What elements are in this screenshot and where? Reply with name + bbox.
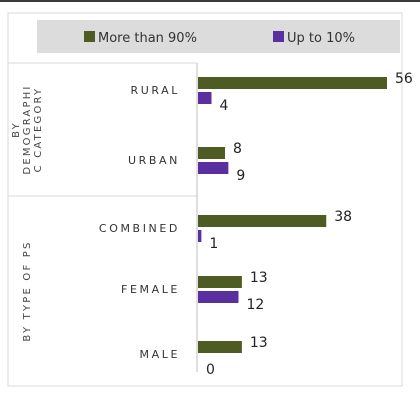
bar-urban-series-1 (198, 147, 225, 159)
legend-swatch-2 (273, 31, 284, 42)
bar-rural-series-2 (198, 92, 212, 104)
legend-label-2: Up to 10% (287, 31, 355, 46)
group-title-2-line-1: BY TYPE OF PS (22, 240, 33, 341)
data-label-rural-series-2: 4 (220, 98, 229, 114)
category-label-combined: COMBINED (99, 222, 180, 235)
legend-swatch-1 (84, 31, 95, 42)
bar-combined-series-1 (198, 215, 327, 227)
bar-rural-series-1 (198, 77, 387, 89)
bar-urban-series-2 (198, 162, 229, 174)
group-title-1-line-3: C CATEGORY (33, 87, 44, 173)
category-label-female: FEMALE (121, 283, 180, 296)
data-label-rural-series-1: 56 (395, 71, 413, 87)
category-label-urban: URBAN (128, 154, 180, 167)
chart-frame (7, 12, 403, 387)
category-label-rural: RURAL (130, 84, 180, 97)
group-title-1-line-2: DEMOGRAPHI (22, 84, 33, 174)
top-rule (0, 0, 420, 2)
group-title-1-line-1: BY (11, 121, 22, 138)
bar-female-series-1 (198, 276, 242, 288)
data-label-urban-series-2: 9 (236, 168, 245, 184)
data-label-combined-series-2: 1 (209, 236, 218, 252)
data-label-male-series-2: 0 (206, 362, 215, 378)
legend-band (37, 20, 400, 53)
data-label-male-series-1: 13 (250, 335, 268, 351)
data-label-female-series-2: 12 (247, 297, 265, 313)
category-label-male: MALE (140, 348, 181, 361)
bar-female-series-2 (198, 291, 239, 303)
bar-combined-series-2 (198, 230, 202, 242)
data-label-urban-series-1: 8 (233, 141, 242, 157)
bar-male-series-1 (198, 341, 242, 353)
legend-label-1: More than 90% (98, 31, 197, 46)
data-label-female-series-1: 13 (250, 270, 268, 286)
data-label-combined-series-1: 38 (334, 209, 352, 225)
